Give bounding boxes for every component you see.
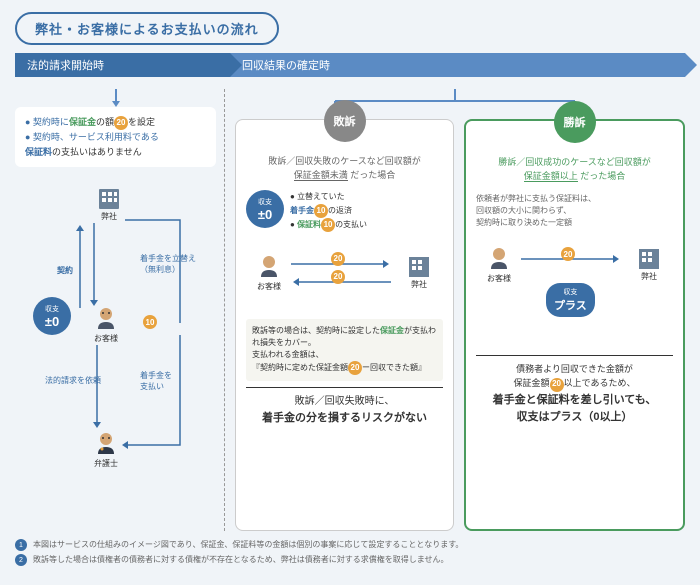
badge-win: 勝訴	[554, 101, 596, 143]
column-result: 敗訴 敗訴／回収失敗のケースなど回収額が 保証金額未満 だった場合 収支±0 ●…	[235, 89, 685, 531]
footnotes: 1 本図はサービスの仕組みのイメージ図であり、保証金、保証料等の金額は個別の事案に…	[15, 539, 685, 566]
info-box: ● 契約時に保証金の額20を設定 ● 契約時、サービス利用料である 保証料の支払…	[15, 107, 216, 167]
case-lose: 敗訴 敗訴／回収失敗のケースなど回収額が 保証金額未満 だった場合 収支±0 ●…	[235, 119, 454, 531]
page-title: 弊社・お客様によるお支払いの流れ	[15, 12, 279, 45]
node-customer: お客様	[93, 305, 119, 344]
left-diagram: 弊社 お客様 弁護士 収支±0 契約 着手金を立替え （無利息） 10	[15, 175, 216, 495]
badge-lose: 敗訴	[324, 100, 366, 142]
balance-bubble-left: 収支±0	[33, 297, 71, 335]
column-start: ● 契約時に保証金の額20を設定 ● 契約時、サービス利用料である 保証料の支払…	[15, 89, 225, 531]
label-pay-advance: 着手金を 支払い	[140, 370, 172, 392]
timeline: 法的請求開始時 回収結果の確定時	[15, 53, 685, 77]
node-company: 弊社	[95, 185, 123, 222]
footnote-2: 敗訴等した場合は債権者の債務者に対する債権が不存在となるため、弊社は債務者に対す…	[33, 554, 449, 565]
lose-note: 敗訴等の場合は、契約時に設定した保証金が支払われ損失をカバー。 支払われる金額は…	[246, 319, 443, 381]
timeline-seg-result: 回収結果の確定時	[230, 53, 685, 77]
label-advance: 着手金を立替え （無利息）	[140, 253, 196, 275]
lose-exchange: お客様 弊社 20 20	[246, 238, 443, 313]
balance-bubble-lose: 収支±0	[246, 190, 284, 228]
lose-bullets: ● 立替えていた 着手金10の返済 ● 保証料10の支払い	[290, 190, 367, 232]
footnote-num-1: 1	[15, 539, 27, 551]
win-desc: 勝訴／回収成功のケースなど回収額が 保証金額以上 だった場合	[476, 156, 673, 183]
win-exchange: お客様 弊社 20 収支プラス	[476, 235, 673, 325]
node-lawyer: 弁護士	[93, 430, 119, 469]
win-conclusion: 債務者より回収できた金額が 保証金額20以上であるため、 着手金と保証料を差し引…	[476, 355, 673, 427]
footnote-num-2: 2	[15, 554, 27, 566]
win-side-note: 依頼者が弊社に支払う保証料は、 回収額の大小に関わらず、 契約時に取り決めた一定…	[476, 193, 673, 229]
plus-bubble: 収支プラス	[546, 283, 595, 317]
lose-desc: 敗訴／回収失敗のケースなど回収額が 保証金額未満 だった場合	[246, 155, 443, 182]
timeline-seg-start: 法的請求開始時	[15, 53, 230, 77]
label-request: 法的請求を依頼	[45, 375, 101, 386]
label-contract: 契約	[57, 265, 73, 276]
footnote-1: 本図はサービスの仕組みのイメージ図であり、保証金、保証料等の金額は個別の事案に応…	[33, 539, 463, 550]
case-win: 勝訴 勝訴／回収成功のケースなど回収額が 保証金額以上 だった場合 依頼者が弊社…	[464, 119, 685, 531]
advance-amount: 10	[143, 315, 157, 329]
lose-conclusion: 敗訴／回収失敗時に、 着手金の分を損するリスクがない	[246, 387, 443, 428]
